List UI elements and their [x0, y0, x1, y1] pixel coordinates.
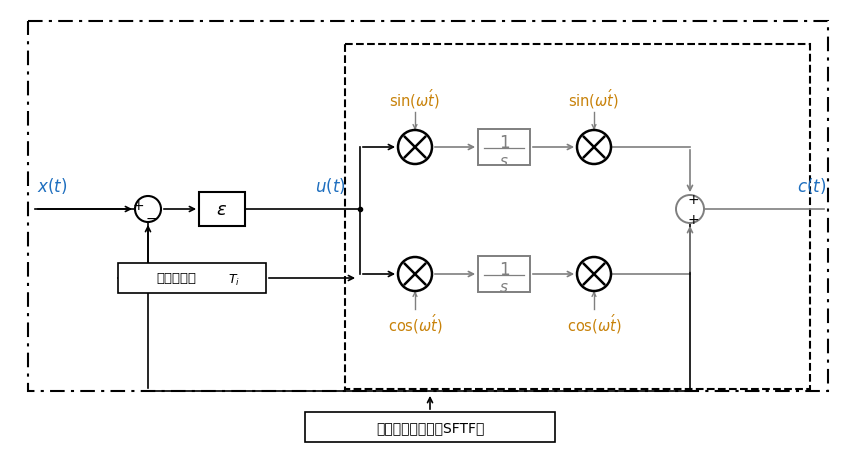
- Circle shape: [577, 131, 610, 165]
- Text: 基波提取器: 基波提取器: [156, 272, 196, 285]
- Text: $\cos(\omega\'t)$: $\cos(\omega\'t)$: [387, 311, 442, 335]
- Bar: [345, 45, 809, 389]
- Bar: [199, 192, 245, 227]
- Text: +: +: [687, 192, 698, 207]
- Circle shape: [676, 196, 703, 223]
- Bar: [305, 412, 554, 442]
- Text: $\cos(\omega\'t)$: $\cos(\omega\'t)$: [566, 311, 621, 335]
- Circle shape: [135, 197, 161, 222]
- Text: +: +: [132, 198, 143, 212]
- Text: 1: 1: [498, 260, 508, 278]
- Bar: [28, 22, 827, 391]
- Text: s: s: [499, 280, 508, 295]
- Text: −: −: [145, 212, 157, 226]
- Text: s: s: [499, 153, 508, 168]
- Text: $\varepsilon$: $\varepsilon$: [216, 201, 227, 218]
- Text: $u(t)$: $u(t)$: [315, 176, 345, 196]
- Text: $c(t)$: $c(t)$: [796, 176, 825, 196]
- Circle shape: [397, 258, 432, 291]
- Text: $\sin(\omega\'t)$: $\sin(\omega\'t)$: [568, 87, 618, 111]
- Text: +: +: [687, 212, 698, 227]
- Circle shape: [577, 258, 610, 291]
- Text: $T_i$: $T_i$: [228, 272, 240, 287]
- Text: 同频跟踪滤波器（SFTF）: 同频跟踪滤波器（SFTF）: [375, 420, 484, 434]
- Circle shape: [397, 131, 432, 165]
- Text: $\sin(\omega\'t)$: $\sin(\omega\'t)$: [389, 87, 440, 111]
- Text: 1: 1: [498, 134, 508, 152]
- Bar: [478, 257, 530, 293]
- Bar: [478, 130, 530, 166]
- Text: $x(t)$: $x(t)$: [37, 176, 67, 196]
- Bar: [118, 263, 265, 293]
